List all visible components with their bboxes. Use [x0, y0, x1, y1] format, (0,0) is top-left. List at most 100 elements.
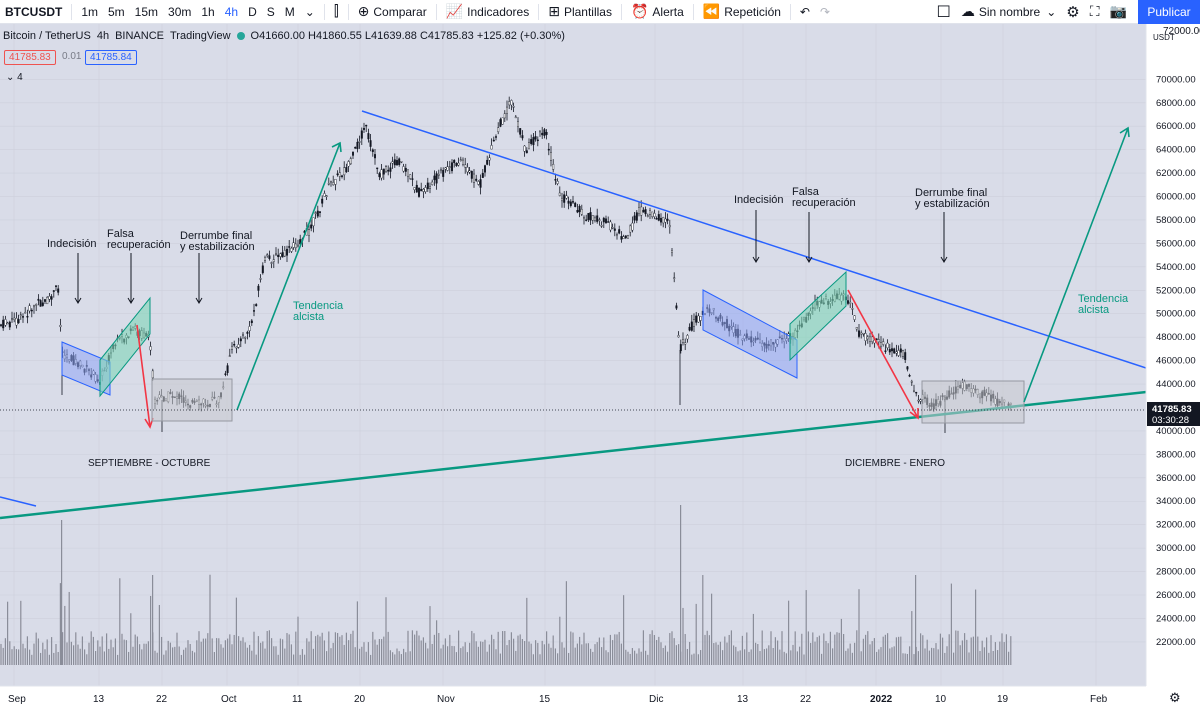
volume-bar [713, 643, 715, 665]
candle-down [675, 305, 678, 309]
candle-down [453, 160, 456, 164]
legend-interval: 4h [96, 30, 110, 42]
volume-bar [774, 637, 776, 665]
candle-up [46, 297, 49, 305]
blue-channel-2[interactable] [702, 289, 798, 379]
legend-title[interactable]: Bitcoin / TetherUS [3, 30, 91, 42]
old-trendline-segment[interactable] [0, 496, 37, 507]
candle-down [690, 321, 693, 331]
volume-bar [1003, 642, 1005, 665]
volume-bar [418, 635, 420, 665]
volume-bar [924, 648, 926, 665]
candle-down [545, 132, 548, 135]
consolidation-box-1[interactable] [151, 378, 233, 422]
candles-chart-type-icon[interactable]: ⫿ [333, 3, 339, 20]
volume-bar [788, 600, 790, 665]
time-axis[interactable] [0, 686, 1200, 710]
volume-bar [264, 648, 266, 665]
interval-d[interactable]: D [248, 4, 257, 19]
volume-bar [354, 647, 356, 665]
layout-name-button[interactable]: ☁ Sin nombre ⌄ [960, 3, 1057, 19]
candle-down [246, 331, 249, 334]
volume-bar [174, 646, 176, 665]
candle-up [877, 339, 880, 343]
green-up-arrow-1[interactable] [236, 142, 341, 411]
candle-down [660, 217, 663, 223]
price-axis[interactable] [1146, 24, 1200, 686]
volume-bar [51, 637, 53, 665]
interval-m[interactable]: M [284, 4, 295, 19]
volume-bar [389, 650, 391, 665]
volume-bar [935, 643, 937, 665]
candle-down [224, 373, 227, 375]
volume-bar [20, 600, 22, 665]
undo-icon[interactable]: ↶ [799, 4, 810, 19]
publish-button[interactable]: Publicar [1138, 0, 1200, 24]
green-channel-1[interactable] [99, 296, 151, 398]
divider [789, 3, 791, 20]
candle-down [369, 140, 372, 147]
templates-button[interactable]: ⊞ Plantillas [548, 3, 612, 19]
indicators-toggle[interactable]: ⌄ 4 [6, 72, 23, 83]
alert-button[interactable]: ⏰ Alerta [630, 3, 684, 19]
candle-down [479, 179, 482, 188]
volume-bar [983, 647, 985, 665]
green-channel-2[interactable] [789, 270, 847, 362]
candle-down [310, 224, 313, 229]
candle-down [288, 246, 291, 248]
buy-price-button[interactable]: 41785.84 [85, 50, 137, 65]
volume-bar [686, 648, 688, 665]
volume-bar [308, 641, 310, 665]
volume-bar [22, 643, 24, 665]
volume-bar [499, 653, 501, 665]
volume-bar [387, 631, 389, 665]
volume-bar [145, 643, 147, 665]
blue-channel-1[interactable] [61, 341, 111, 396]
volume-bar [810, 642, 812, 665]
candle-up [897, 350, 900, 356]
replay-button[interactable]: ⏪ Repetición [702, 3, 781, 19]
fullscreen-icon[interactable]: ⛶ [1089, 3, 1100, 19]
candle-down [398, 158, 401, 165]
volume-bar [678, 644, 680, 665]
interval-s[interactable]: S [266, 4, 275, 19]
volume-bar [645, 650, 647, 665]
layout-checkbox-icon[interactable]: ☐ [936, 3, 951, 21]
green-up-arrow-2[interactable] [1023, 127, 1129, 403]
interval-5m[interactable]: 5m [108, 4, 125, 19]
interval-15m[interactable]: 15m [134, 4, 159, 19]
sell-price-button[interactable]: 41785.83 [4, 50, 56, 65]
candle-down [378, 173, 381, 178]
interval-1h[interactable]: 1h [201, 4, 215, 19]
volume-bar [484, 639, 486, 665]
interval-4h[interactable]: 4h [224, 4, 239, 19]
candle-down [257, 285, 260, 291]
axis-settings-gear-icon[interactable]: ⚙ [1169, 690, 1181, 705]
volume-bar [106, 633, 108, 665]
candle-up [264, 257, 267, 261]
volume-bar [990, 635, 992, 665]
red-drop-arrow-2[interactable] [847, 289, 919, 419]
compare-button[interactable]: ⊕ Comparar [357, 3, 427, 19]
volume-bar [134, 634, 136, 665]
interval-1m[interactable]: 1m [81, 4, 98, 19]
symbol-search[interactable]: BTCUSDT [5, 4, 63, 19]
candle-up [323, 193, 326, 197]
volume-bar [422, 637, 424, 665]
redo-icon[interactable]: ↷ [819, 4, 831, 19]
consolidation-box-2[interactable] [921, 380, 1025, 424]
candle-up [259, 278, 262, 280]
candle-down [605, 218, 608, 224]
volume-bar [11, 649, 13, 665]
resistance-trendline[interactable] [361, 110, 1147, 369]
interval-30m[interactable]: 30m [168, 4, 192, 19]
camera-icon[interactable]: 📷 [1109, 3, 1127, 19]
more-intervals-chevron-icon[interactable]: ⌄ [304, 4, 315, 19]
label-final-collapse-2a: Derrumbe final [915, 187, 987, 199]
indicators-button[interactable]: 📈 Indicadores [445, 3, 530, 19]
candle-up [622, 236, 625, 239]
volume-bar [271, 638, 273, 665]
chart-canvas[interactable]: Indecisión Falsa recuperación Derrumbe f… [0, 24, 1200, 710]
volume-bar [4, 638, 6, 665]
settings-gear-icon[interactable]: ⚙ [1066, 3, 1080, 21]
